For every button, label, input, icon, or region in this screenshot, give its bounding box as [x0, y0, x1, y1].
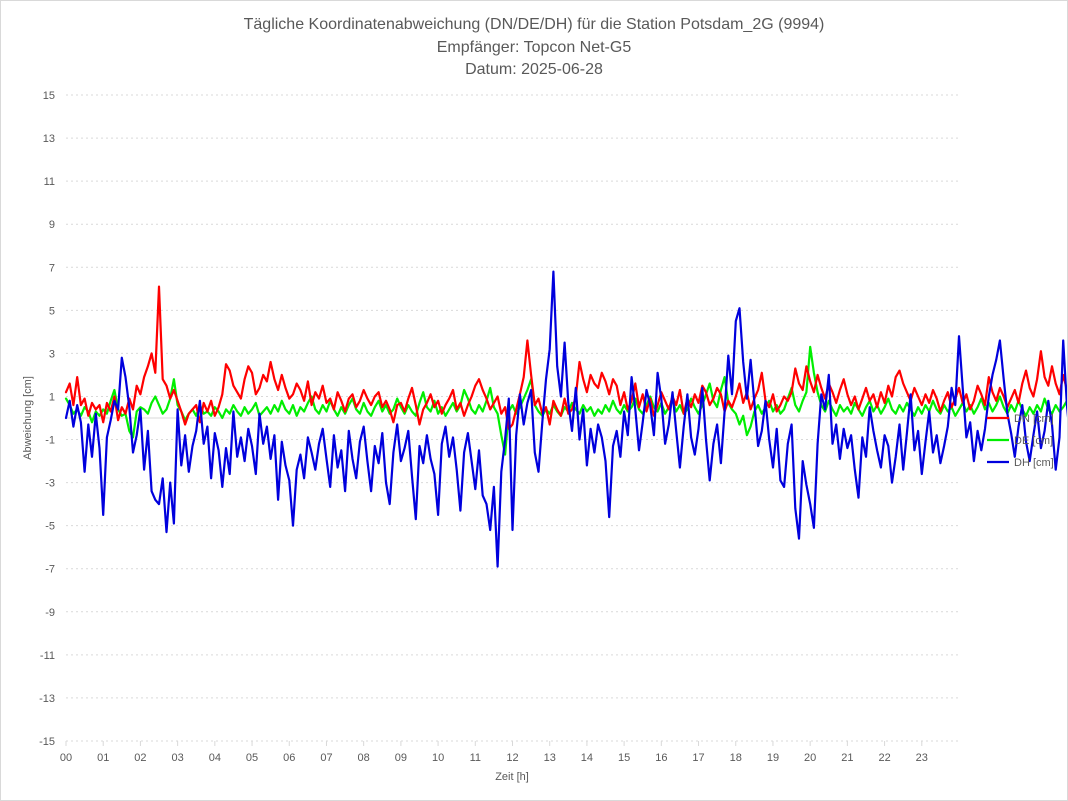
x-tick-label: 03	[172, 752, 184, 764]
chart-title-line-3: Datum: 2025-06-28	[465, 61, 603, 78]
x-tick-label: 18	[730, 752, 742, 764]
y-tick-label: -11	[40, 650, 55, 662]
x-tick-label: 14	[581, 752, 593, 764]
x-tick-label: 19	[767, 752, 779, 764]
series-line-dn	[64, 285, 1067, 430]
y-tick-label: 11	[44, 176, 55, 188]
x-tick-label: 05	[246, 752, 258, 764]
x-tick-label: 23	[916, 752, 928, 764]
x-tick-label: 16	[655, 752, 667, 764]
x-axis-ticks: 00 01 02 03 04 05 06 07 08 09 10 11 12 13 14 15 16 17 18 19…	[60, 741, 928, 764]
x-tick-label: 06	[283, 752, 295, 764]
legend-label: DN [cm]	[1014, 413, 1054, 425]
y-axis-ticks: 15 13 11 9 7 5 3 1 -1 -3 -5 -7 -9 -11 -13 -15	[39, 90, 55, 748]
y-tick-label: 5	[49, 305, 55, 317]
x-tick-label: 01	[97, 752, 109, 764]
x-tick-label: 07	[320, 752, 332, 764]
x-tick-label: 02	[134, 752, 146, 764]
legend-label: DE [cm]	[1014, 435, 1053, 447]
x-axis-title: Zeit [h]	[495, 771, 529, 783]
y-tick-label: -13	[39, 693, 55, 705]
y-tick-label: -7	[45, 564, 55, 576]
y-tick-label: 7	[49, 262, 55, 274]
series-line-de	[64, 345, 1067, 456]
series-line-dh	[64, 270, 1067, 568]
x-tick-label: 21	[841, 752, 853, 764]
y-tick-label: 9	[49, 219, 55, 231]
y-tick-label: 3	[49, 348, 55, 360]
x-tick-label: 22	[878, 752, 890, 764]
series-lines	[64, 270, 1067, 568]
y-tick-label: -1	[45, 435, 55, 447]
x-tick-label: 20	[804, 752, 816, 764]
x-tick-label: 04	[209, 752, 221, 764]
x-tick-label: 09	[395, 752, 407, 764]
y-tick-label: -15	[39, 736, 55, 748]
x-tick-label: 12	[506, 752, 518, 764]
legend-label: DH [cm]	[1014, 457, 1054, 469]
x-tick-label: 15	[618, 752, 630, 764]
y-tick-label: -9	[45, 607, 55, 619]
y-axis-title: Abweichung [cm]	[22, 376, 34, 460]
chart-title-line-2: Empfänger: Topcon Net-G5	[437, 39, 632, 56]
y-tick-label: 15	[43, 90, 55, 102]
x-tick-label: 11	[470, 752, 481, 764]
y-tick-label: 13	[43, 133, 55, 145]
x-tick-label: 08	[358, 752, 370, 764]
x-tick-label: 17	[692, 752, 704, 764]
y-tick-label: 1	[49, 391, 55, 403]
chart-title: Tägliche Koordinatenabweichung (DN/DE/DH…	[244, 16, 825, 78]
x-tick-label: 10	[432, 752, 444, 764]
y-tick-label: -5	[45, 521, 55, 533]
legend: DN [cm] DE [cm] DH [cm]	[987, 413, 1054, 469]
x-tick-label: 00	[60, 752, 72, 764]
chart-title-line-1: Tägliche Koordinatenabweichung (DN/DE/DH…	[244, 16, 825, 33]
x-tick-label: 13	[544, 752, 556, 764]
y-tick-label: -3	[45, 478, 55, 490]
